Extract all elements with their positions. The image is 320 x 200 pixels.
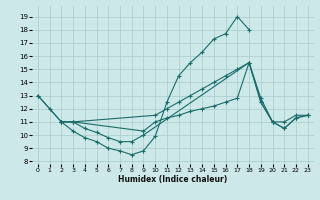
- X-axis label: Humidex (Indice chaleur): Humidex (Indice chaleur): [118, 175, 228, 184]
